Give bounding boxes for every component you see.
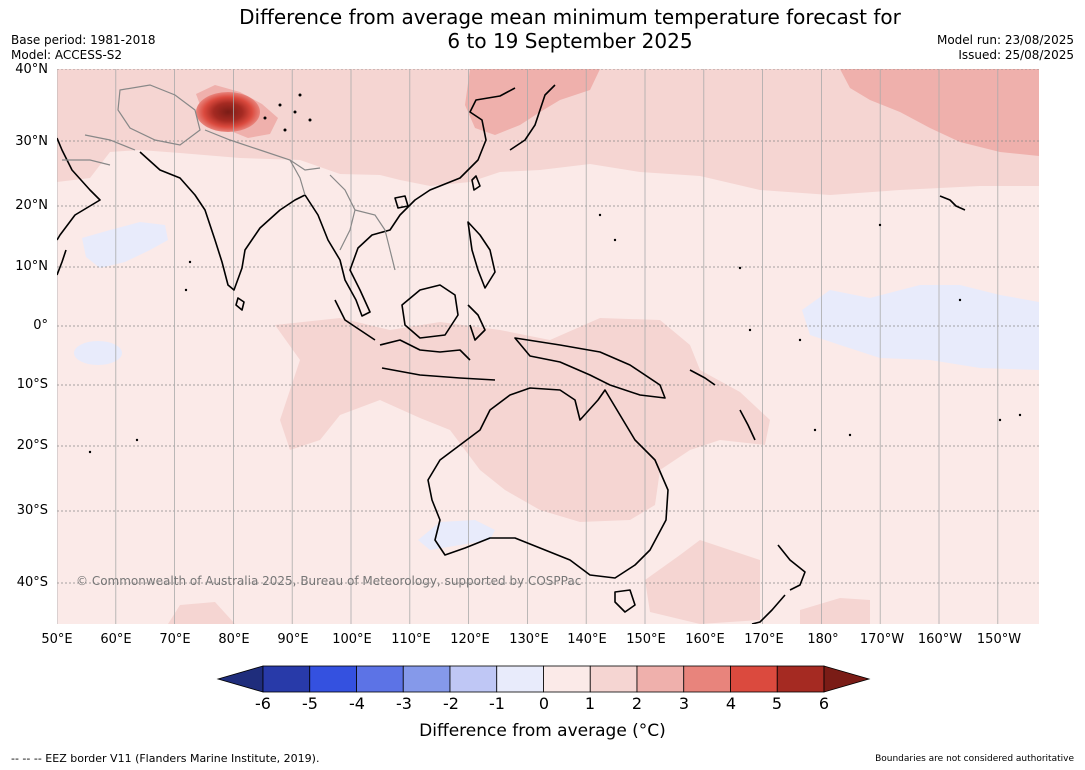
colorbar-tick: 3: [678, 694, 690, 713]
meta-right: Model run: 23/08/2025 Issued: 25/08/2025: [937, 33, 1074, 63]
lat-label-40s: 40°S: [16, 575, 48, 590]
colorbar-tick: -2: [443, 694, 459, 713]
lon-label: 150°E: [626, 632, 666, 647]
lon-label: 90°E: [277, 632, 309, 647]
title-line-1: Difference from average mean minimum tem…: [239, 5, 901, 29]
anomaly-region-southern-warm-3: [168, 602, 235, 624]
anomaly-region-north-warm: [57, 69, 1039, 195]
colorbar-tick: -3: [396, 694, 412, 713]
island-dots: [88, 93, 1022, 454]
country-borders: [62, 84, 396, 271]
graticule: [57, 69, 1039, 624]
boundaries-note: Boundaries are not considered authoritat…: [875, 754, 1074, 764]
lon-label: 130°E: [509, 632, 549, 647]
anomaly-hotspot-himalaya: [196, 92, 260, 132]
lat-label-40n: 40°N: [15, 62, 48, 77]
lat-label-10s: 10°S: [16, 377, 48, 392]
map-title: Difference from average mean minimum tem…: [0, 5, 1085, 53]
colorbar-tick: 2: [631, 694, 643, 713]
anomaly-region-tropical-warm: [275, 318, 770, 522]
anomaly-region-indian-ocean-cool: [74, 341, 122, 365]
eez-note: -- -- -- EEZ border V11 (Flanders Marine…: [11, 752, 320, 765]
coastlines: [57, 84, 966, 624]
lat-label-0: 0°: [33, 318, 48, 333]
model-run: Model run: 23/08/2025: [936, 33, 1074, 47]
anomaly-region-southern-warm: [645, 540, 760, 624]
copyright-notice: © Commonwealth of Australia 2025, Bureau…: [76, 574, 582, 588]
colorbar-tick: 1: [584, 694, 596, 713]
anomaly-region-npacific-warm: [840, 69, 1039, 156]
lat-label-20s: 20°S: [16, 438, 48, 453]
colorbar-tick: -4: [349, 694, 365, 713]
lon-label: 70°E: [159, 632, 191, 647]
anomaly-region-pacific-cool: [802, 285, 1039, 370]
colorbar-tick: 0: [538, 694, 550, 713]
model-name: Model: ACCESS-S2: [11, 48, 123, 62]
lon-label: 180°: [807, 632, 839, 647]
colorbar-tick: -5: [302, 694, 318, 713]
lon-label: 100°E: [332, 632, 372, 647]
anomaly-region-japan-warm: [465, 69, 600, 135]
lat-label-30n: 30°N: [15, 134, 48, 149]
lon-label: 120°E: [450, 632, 490, 647]
lon-label: 150°W: [976, 632, 1022, 647]
colorbar-tick: 5: [771, 694, 783, 713]
anomaly-region-southern-warm-2: [800, 598, 870, 624]
lat-label-10n: 10°N: [15, 259, 48, 274]
lat-label-20n: 20°N: [15, 198, 48, 213]
meta-left: Base period: 1981-2018 Model: ACCESS-S2: [11, 33, 156, 63]
base-period: Base period: 1981-2018: [11, 33, 156, 47]
lon-label: 170°E: [744, 632, 784, 647]
colorbar-tick: 4: [725, 694, 737, 713]
colorbar-label: Difference from average (°C): [419, 721, 666, 741]
colorbar-tick: -1: [489, 694, 505, 713]
lon-label: 60°E: [100, 632, 132, 647]
issued-date: Issued: 25/08/2025: [958, 48, 1074, 62]
lon-label: 160°E: [685, 632, 725, 647]
lon-label: 50°E: [41, 632, 73, 647]
lon-label: 160°W: [917, 632, 963, 647]
title-line-2: 6 to 19 September 2025: [447, 29, 693, 53]
colorbar-tick: 6: [818, 694, 830, 713]
lon-label: 110°E: [391, 632, 431, 647]
lon-label: 140°E: [567, 632, 607, 647]
lat-label-30s: 30°S: [16, 503, 48, 518]
lon-label: 80°E: [218, 632, 250, 647]
colorbar-tick: -6: [255, 694, 271, 713]
lon-label: 170°W: [859, 632, 905, 647]
anomaly-region-arabian-sea-cool: [82, 222, 168, 268]
